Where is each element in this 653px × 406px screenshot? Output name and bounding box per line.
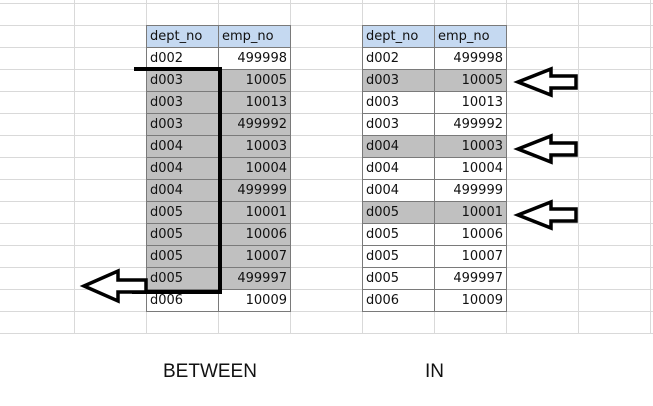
dept-no-cell[interactable]: d005 [362,223,435,246]
table-row: d005 10006 [362,223,507,246]
dept-no-cell[interactable]: d005 [362,245,435,268]
emp-no-cell[interactable]: 10009 [434,289,507,312]
emp-no-cell[interactable]: 499999 [218,179,291,202]
dept-no-cell[interactable]: d005 [362,201,435,224]
emp-no-cell[interactable]: 10013 [218,91,291,114]
dept-no-cell[interactable]: d004 [146,135,219,158]
table-row: d002 499998 [146,47,291,70]
table-row: d003 10005 [362,69,507,92]
table-row: d004 10003 [146,135,291,158]
table-row: d005 10007 [146,245,291,268]
dept-no-cell[interactable]: d005 [146,201,219,224]
table-row: d005 10007 [362,245,507,268]
emp-no-cell[interactable]: 10003 [218,135,291,158]
column-header[interactable]: emp_no [218,25,291,48]
column-header[interactable]: emp_no [434,25,507,48]
emp-no-cell[interactable]: 499998 [434,47,507,70]
in-table: dept_no emp_no d002 499998 d003 10005 d003 1001… [362,25,507,312]
emp-no-cell[interactable]: 499999 [434,179,507,202]
table-row: d005 10001 [362,201,507,224]
table-row: d003 10005 [146,69,291,92]
emp-no-cell[interactable]: 10006 [434,223,507,246]
table-row: d004 499999 [362,179,507,202]
emp-no-cell[interactable]: 499997 [218,267,291,290]
emp-no-cell[interactable]: 10006 [218,223,291,246]
emp-no-cell[interactable]: 499992 [218,113,291,136]
emp-no-cell[interactable]: 10005 [218,69,291,92]
caption-in: IN [425,361,444,382]
dept-no-cell[interactable]: d004 [146,157,219,180]
dept-no-cell[interactable]: d003 [146,91,219,114]
dept-no-cell[interactable]: d003 [362,69,435,92]
emp-no-cell[interactable]: 10013 [434,91,507,114]
table-row: d006 10009 [146,289,291,312]
dept-no-cell[interactable]: d003 [362,91,435,114]
emp-no-cell[interactable]: 499997 [434,267,507,290]
table-row: d004 10004 [362,157,507,180]
emp-no-cell[interactable]: 10004 [218,157,291,180]
table-row: d004 499999 [146,179,291,202]
emp-no-cell[interactable]: 10009 [218,289,291,312]
dept-no-cell[interactable]: d004 [362,179,435,202]
dept-no-cell[interactable]: d004 [362,135,435,158]
dept-no-cell[interactable]: d003 [362,113,435,136]
table-row: d003 10013 [362,91,507,114]
dept-no-cell[interactable]: d004 [146,179,219,202]
table-header-row: dept_no emp_no [146,25,291,48]
table-row: d002 499998 [362,47,507,70]
dept-no-cell[interactable]: d004 [362,157,435,180]
table-row: d005 499997 [146,267,291,290]
table-row: d004 10004 [146,157,291,180]
dept-no-cell[interactable]: d002 [146,47,219,70]
spreadsheet-gridlines [0,0,653,334]
dept-no-cell[interactable]: d005 [146,223,219,246]
table-row: d005 499997 [362,267,507,290]
in-table-body: dept_no emp_no d002 499998 d003 10005 d003 1001… [362,25,507,312]
emp-no-cell[interactable]: 10001 [434,201,507,224]
dept-no-cell[interactable]: d005 [146,267,219,290]
emp-no-cell[interactable]: 499998 [218,47,291,70]
dept-no-cell[interactable]: d006 [362,289,435,312]
emp-no-cell[interactable]: 10004 [434,157,507,180]
table-row: d003 10013 [146,91,291,114]
caption-between: BETWEEN [163,361,257,382]
dept-no-cell[interactable]: d003 [146,113,219,136]
table-row: d003 499992 [146,113,291,136]
dept-no-cell[interactable]: d005 [146,245,219,268]
column-header[interactable]: dept_no [362,25,435,48]
dept-no-cell[interactable]: d002 [362,47,435,70]
between-table: dept_no emp_no d002 499998 d003 10005 d003 1001… [146,25,291,312]
emp-no-cell[interactable]: 10005 [434,69,507,92]
dept-no-cell[interactable]: d005 [362,267,435,290]
dept-no-cell[interactable]: d003 [146,69,219,92]
table-row: d005 10001 [146,201,291,224]
table-row: d005 10006 [146,223,291,246]
table-row: d003 499992 [362,113,507,136]
emp-no-cell[interactable]: 10007 [434,245,507,268]
emp-no-cell[interactable]: 10003 [434,135,507,158]
table-row: d006 10009 [362,289,507,312]
emp-no-cell[interactable]: 10001 [218,201,291,224]
emp-no-cell[interactable]: 499992 [434,113,507,136]
emp-no-cell[interactable]: 10007 [218,245,291,268]
dept-no-cell[interactable]: d006 [146,289,219,312]
table-header-row: dept_no emp_no [362,25,507,48]
table-row: d004 10003 [362,135,507,158]
between-table-body: dept_no emp_no d002 499998 d003 10005 d003 1001… [146,25,291,312]
column-header[interactable]: dept_no [146,25,219,48]
